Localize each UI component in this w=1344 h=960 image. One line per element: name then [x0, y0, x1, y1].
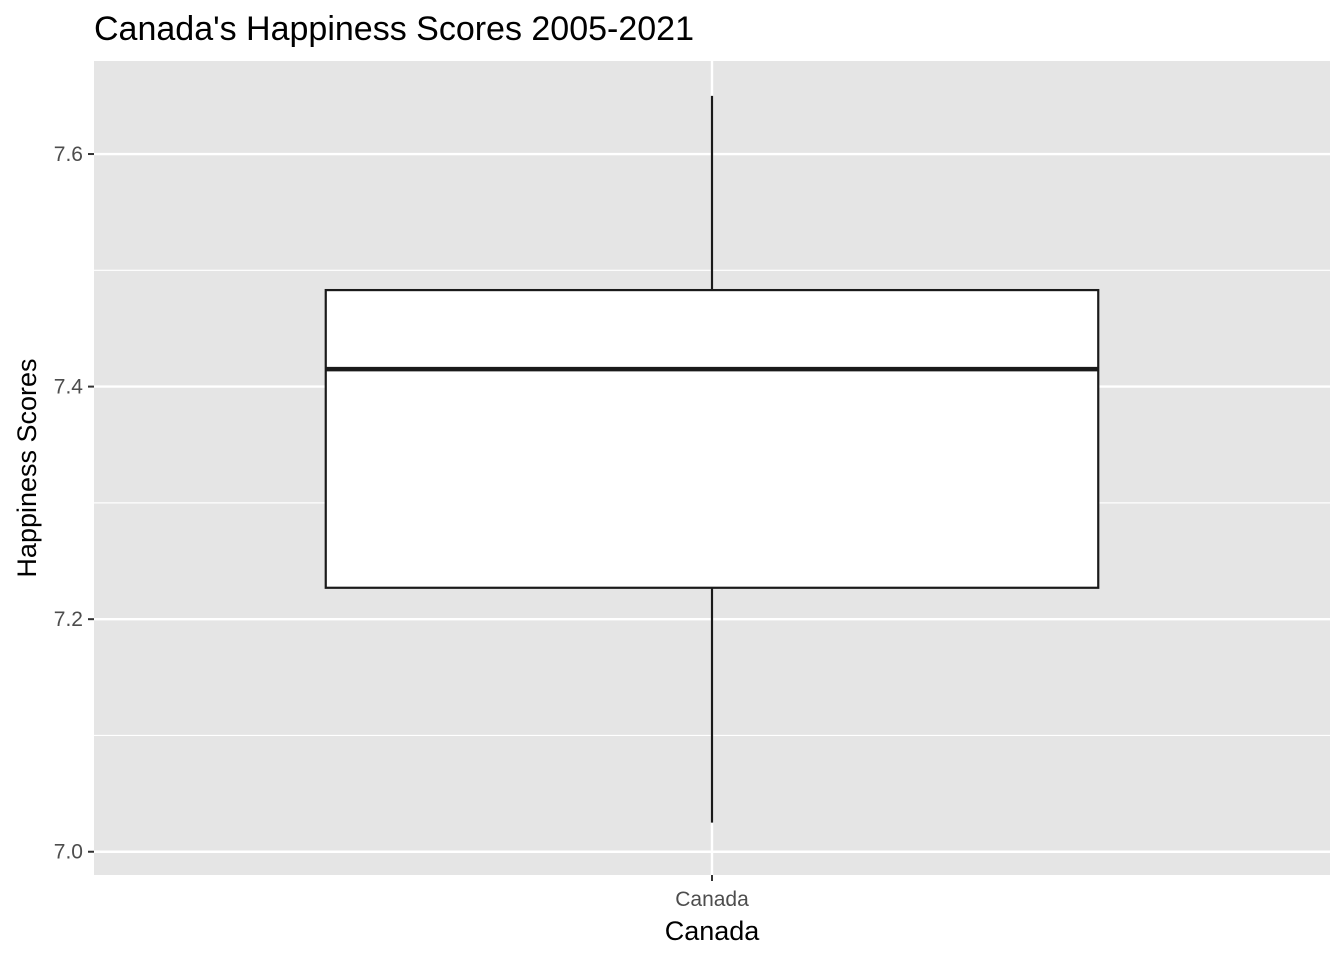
y-tick-label: 7.2	[54, 608, 83, 631]
chart-title: Canada's Happiness Scores 2005-2021	[94, 10, 694, 48]
iqr-box	[324, 288, 1100, 589]
y-tick-label: 7.0	[54, 841, 83, 864]
y-axis-title: Happiness Scores	[12, 358, 42, 577]
box-canada	[324, 95, 1100, 823]
y-axis: 7.0 7.2 7.4 7.6	[54, 143, 94, 864]
box-series	[324, 95, 1100, 823]
y-tick-label: 7.4	[54, 376, 84, 399]
x-axis-title: Canada	[665, 916, 761, 946]
x-axis: Canada	[675, 875, 749, 911]
y-tick-label: 7.6	[54, 143, 83, 166]
x-tick-label: Canada	[675, 888, 749, 911]
